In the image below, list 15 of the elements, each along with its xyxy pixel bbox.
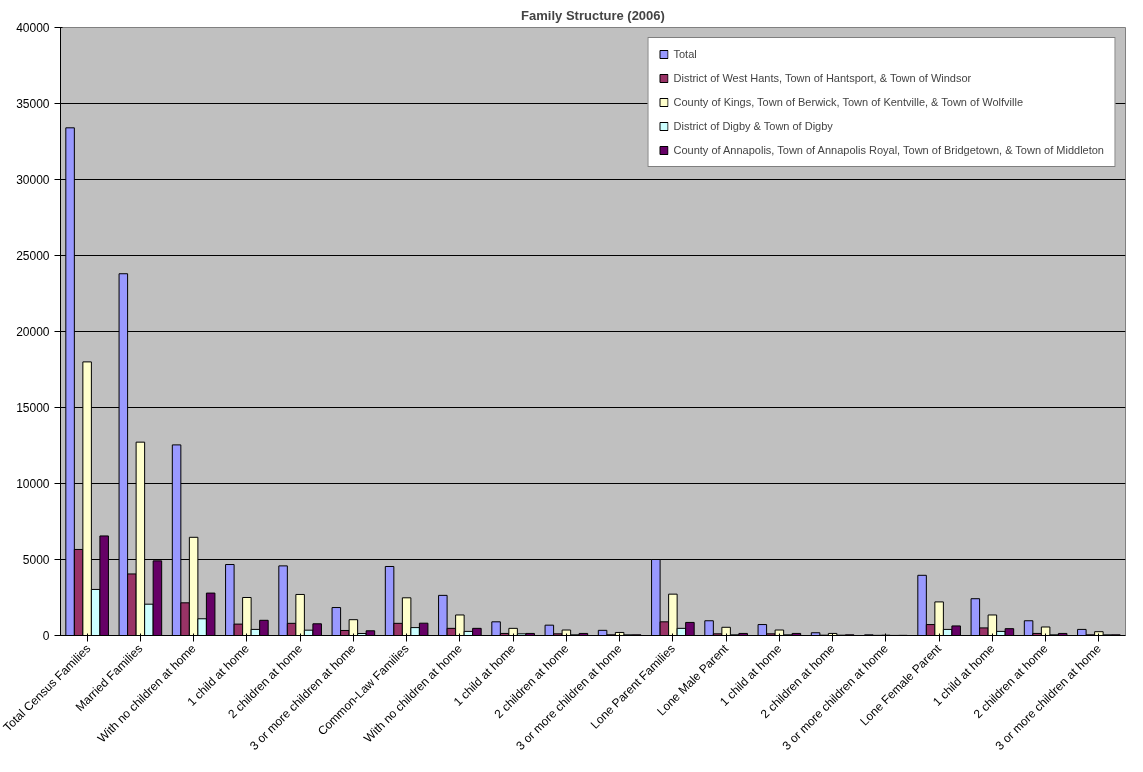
y-tick-label: 30000	[16, 173, 50, 187]
y-tick-label: 5000	[22, 553, 50, 567]
legend-label: District of West Hants, Town of Hantsport, & Town of Windsor	[673, 72, 972, 84]
y-tick-label: 25000	[16, 249, 50, 263]
chart-title: Family Structure (2006)	[521, 7, 665, 23]
y-tick-label: 10000	[16, 477, 50, 491]
legend-label: County of Annapolis, Town of Annapolis Royal, Town of Bridgetown, & Town of Middleton	[673, 144, 1104, 156]
y-tick-label: 35000	[16, 97, 50, 111]
legend-label: District of Digby & Town of Digby	[673, 120, 833, 132]
y-tick-label: 0	[42, 629, 50, 643]
y-tick-label: 40000	[16, 21, 50, 35]
y-tick-label: 20000	[16, 325, 50, 339]
y-tick-label: 15000	[16, 401, 50, 415]
legend-label: Total	[673, 48, 697, 60]
legend-label: County of Kings, Town of Berwick, Town of Kentville, & Town of Wolfville	[673, 96, 1024, 108]
